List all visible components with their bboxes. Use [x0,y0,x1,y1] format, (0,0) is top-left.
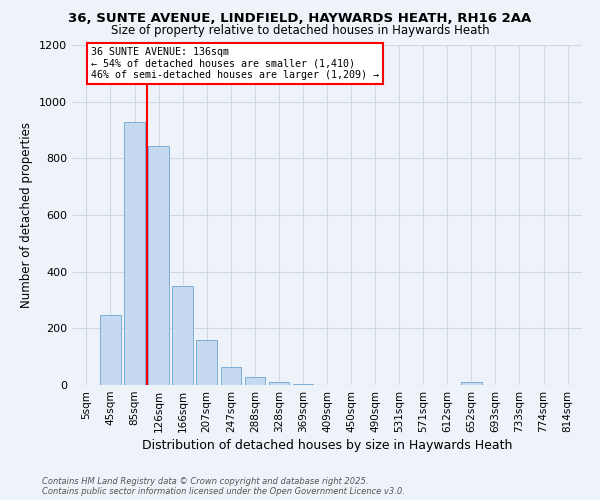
Bar [148,146,169,385]
X-axis label: Distribution of detached houses by size in Haywards Heath: Distribution of detached houses by size … [142,439,512,452]
Text: Contains HM Land Registry data © Crown copyright and database right 2025.
Contai: Contains HM Land Registry data © Crown c… [42,476,405,496]
Text: 36, SUNTE AVENUE, LINDFIELD, HAYWARDS HEATH, RH16 2AA: 36, SUNTE AVENUE, LINDFIELD, HAYWARDS HE… [68,12,532,24]
Bar [461,382,482,385]
Bar [124,122,145,385]
Bar [100,314,121,385]
Y-axis label: Number of detached properties: Number of detached properties [20,122,34,308]
Bar [269,382,289,385]
Text: Size of property relative to detached houses in Haywards Heath: Size of property relative to detached ho… [110,24,490,37]
Bar [196,340,217,385]
Bar [245,376,265,385]
Bar [221,366,241,385]
Bar [293,384,313,385]
Text: 36 SUNTE AVENUE: 136sqm
← 54% of detached houses are smaller (1,410)
46% of semi: 36 SUNTE AVENUE: 136sqm ← 54% of detache… [91,46,379,80]
Bar [172,286,193,385]
